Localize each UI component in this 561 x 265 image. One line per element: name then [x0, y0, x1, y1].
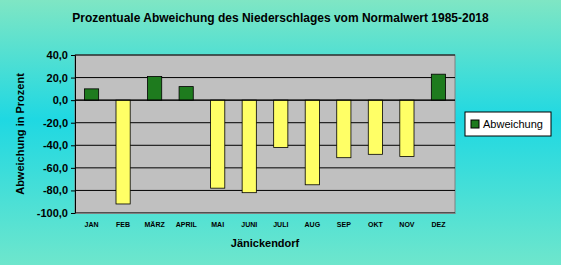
bar: [400, 100, 414, 156]
y-axis-line: [71, 56, 76, 214]
y-tick-mark: [71, 190, 75, 191]
plot: -100,0 -80,0 -60,0 -40,0 -20,0 0,0 20,0 40,0 JAN…: [37, 49, 456, 228]
x-tick: OKT: [368, 213, 384, 228]
x-tick: MÄRZ: [145, 213, 166, 228]
y-tick-label: -100,0: [37, 207, 68, 219]
y-tick-mark: [71, 213, 75, 214]
bar: [116, 100, 130, 204]
grid-line: [75, 167, 455, 168]
x-tick: JULI: [273, 213, 288, 228]
y-axis: -100,0 -80,0 -60,0 -40,0 -20,0 0,0 20,0 40,0: [37, 49, 76, 219]
background: [0, 0, 561, 265]
y-tick: -100,0: [37, 207, 75, 219]
x-tick-label: OKT: [368, 221, 384, 228]
y-tick-mark: [71, 145, 75, 146]
y-tick-mark: [71, 55, 75, 56]
plot-area: [75, 55, 455, 213]
x-tick-label: MAI: [211, 221, 224, 228]
y-tick-label: 0,0: [53, 94, 68, 106]
y-tick: -40,0: [43, 139, 75, 151]
bar: [305, 100, 319, 185]
grid-line: [75, 77, 455, 78]
bar: [337, 100, 351, 158]
grid-line: [75, 122, 455, 123]
zero-line: [75, 100, 455, 101]
y-tick-mark: [71, 168, 75, 169]
chart: Prozentuale Abweichung des Niederschlage…: [0, 0, 561, 265]
x-tick: JAN: [85, 213, 99, 228]
bar: [431, 74, 445, 100]
x-tick-label: FEB: [116, 221, 130, 228]
y-tick-label: -40,0: [43, 139, 68, 151]
x-tick-label: DEZ: [431, 221, 446, 228]
grid-line: [75, 190, 455, 191]
x-tick-label: NOV: [399, 221, 415, 228]
y-tick-mark: [71, 100, 75, 101]
legend-swatch: [471, 120, 479, 128]
bar: [179, 87, 193, 101]
y-tick: 40,0: [47, 49, 75, 61]
x-tick-label: JAN: [85, 221, 99, 228]
x-tick: JUNI: [241, 213, 257, 228]
x-tick: NOV: [399, 213, 415, 228]
legend-label: Abweichung: [483, 118, 543, 130]
bar: [84, 89, 98, 100]
y-tick-mark: [71, 78, 75, 79]
y-tick-mark: [71, 123, 75, 124]
x-tick-label: SEP: [337, 221, 351, 228]
grid-line: [75, 100, 455, 101]
y-tick: 0,0: [53, 94, 75, 106]
legend: Abweichung: [465, 112, 551, 136]
grid-line: [75, 55, 455, 56]
x-tick: FEB: [116, 213, 130, 228]
bar: [242, 100, 256, 193]
x-tick: APRIL: [176, 213, 198, 228]
x-axis-line: [76, 213, 456, 214]
y-tick-label: -60,0: [43, 162, 68, 174]
y-tick: 20,0: [47, 72, 75, 84]
title: Prozentuale Abweichung des Niederschlage…: [72, 11, 489, 25]
grid-line: [75, 213, 455, 214]
legend-box: [465, 112, 551, 136]
x-tick-label: AUG: [305, 221, 321, 228]
x-axis: JAN FEB MÄRZ APRIL MAI JUNI JULI AUG SEP OKT NOV DE…: [76, 213, 456, 228]
y-tick-label: 20,0: [47, 72, 68, 84]
x-tick-label: JULI: [273, 221, 288, 228]
x-tick: DEZ: [431, 213, 446, 228]
y-tick: -20,0: [43, 117, 75, 129]
x-tick-label: JUNI: [241, 221, 257, 228]
x-tick-label: MÄRZ: [145, 221, 166, 228]
y-tick-label: 40,0: [47, 49, 68, 61]
y-tick: -80,0: [43, 184, 75, 196]
bar: [211, 100, 225, 188]
bar: [368, 100, 382, 154]
grid: [75, 55, 455, 213]
y-tick-label: -80,0: [43, 184, 68, 196]
y-tick: -60,0: [43, 162, 75, 174]
x-axis-title: Jänickendorf: [231, 237, 300, 249]
bars: [84, 74, 445, 204]
grid-line: [75, 145, 455, 146]
x-tick: AUG: [305, 213, 321, 228]
x-tick: SEP: [337, 213, 351, 228]
x-tick-label: APRIL: [176, 221, 198, 228]
x-tick: MAI: [211, 213, 224, 228]
bar: [148, 76, 162, 100]
y-tick-label: -20,0: [43, 117, 68, 129]
bar: [274, 100, 288, 147]
y-axis-title: Abweichung in Prozent: [14, 73, 26, 195]
